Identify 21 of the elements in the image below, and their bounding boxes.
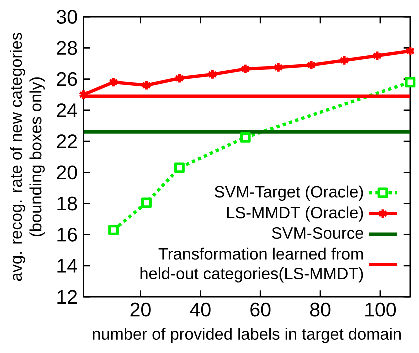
y-tick-label: 30 [56, 10, 78, 24]
y-tick-label: 24 [57, 103, 78, 118]
x-tick-label: 40 [190, 302, 211, 317]
y-tick-label: 20 [57, 166, 78, 180]
x-tick-label: 20 [130, 302, 151, 317]
x-tick-label: 100 [366, 302, 396, 317]
y-tick-label: 14 [58, 259, 78, 273]
x-tick-label: 60 [250, 302, 271, 317]
y-tick-label: 22 [57, 134, 78, 148]
legend-label: SVM-Source [272, 227, 364, 239]
y-tick-label: 12 [58, 290, 78, 304]
x-tick-label: 80 [310, 302, 331, 317]
y-tick-label: 16 [58, 228, 78, 242]
y-tick-label: 26 [57, 72, 78, 86]
legend-label: Transformation learned from held-out categories(LS-MMDT) [140, 248, 364, 283]
x-axis-title: number of provided labels in target domain [93, 328, 401, 344]
y-tick-label: 18 [58, 196, 78, 211]
legend-label: SVM-Target (Oracle) [214, 186, 364, 201]
y-axis-title: avg. recog. rate of new categories (bounding boxes only) [10, 32, 45, 281]
y-tick-label: 28 [57, 41, 78, 55]
legend-label: LS-MMDT (Oracle) [227, 206, 364, 222]
